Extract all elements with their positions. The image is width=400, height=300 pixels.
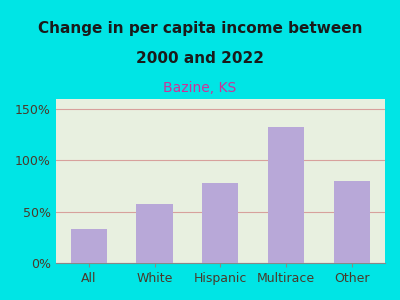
Text: Bazine, KS: Bazine, KS <box>163 81 237 95</box>
Bar <box>202 183 238 263</box>
Bar <box>268 127 304 263</box>
Text: Change in per capita income between: Change in per capita income between <box>38 21 362 36</box>
Bar <box>71 229 107 263</box>
Bar <box>136 203 173 263</box>
Text: 2000 and 2022: 2000 and 2022 <box>136 51 264 66</box>
Bar <box>334 181 370 263</box>
